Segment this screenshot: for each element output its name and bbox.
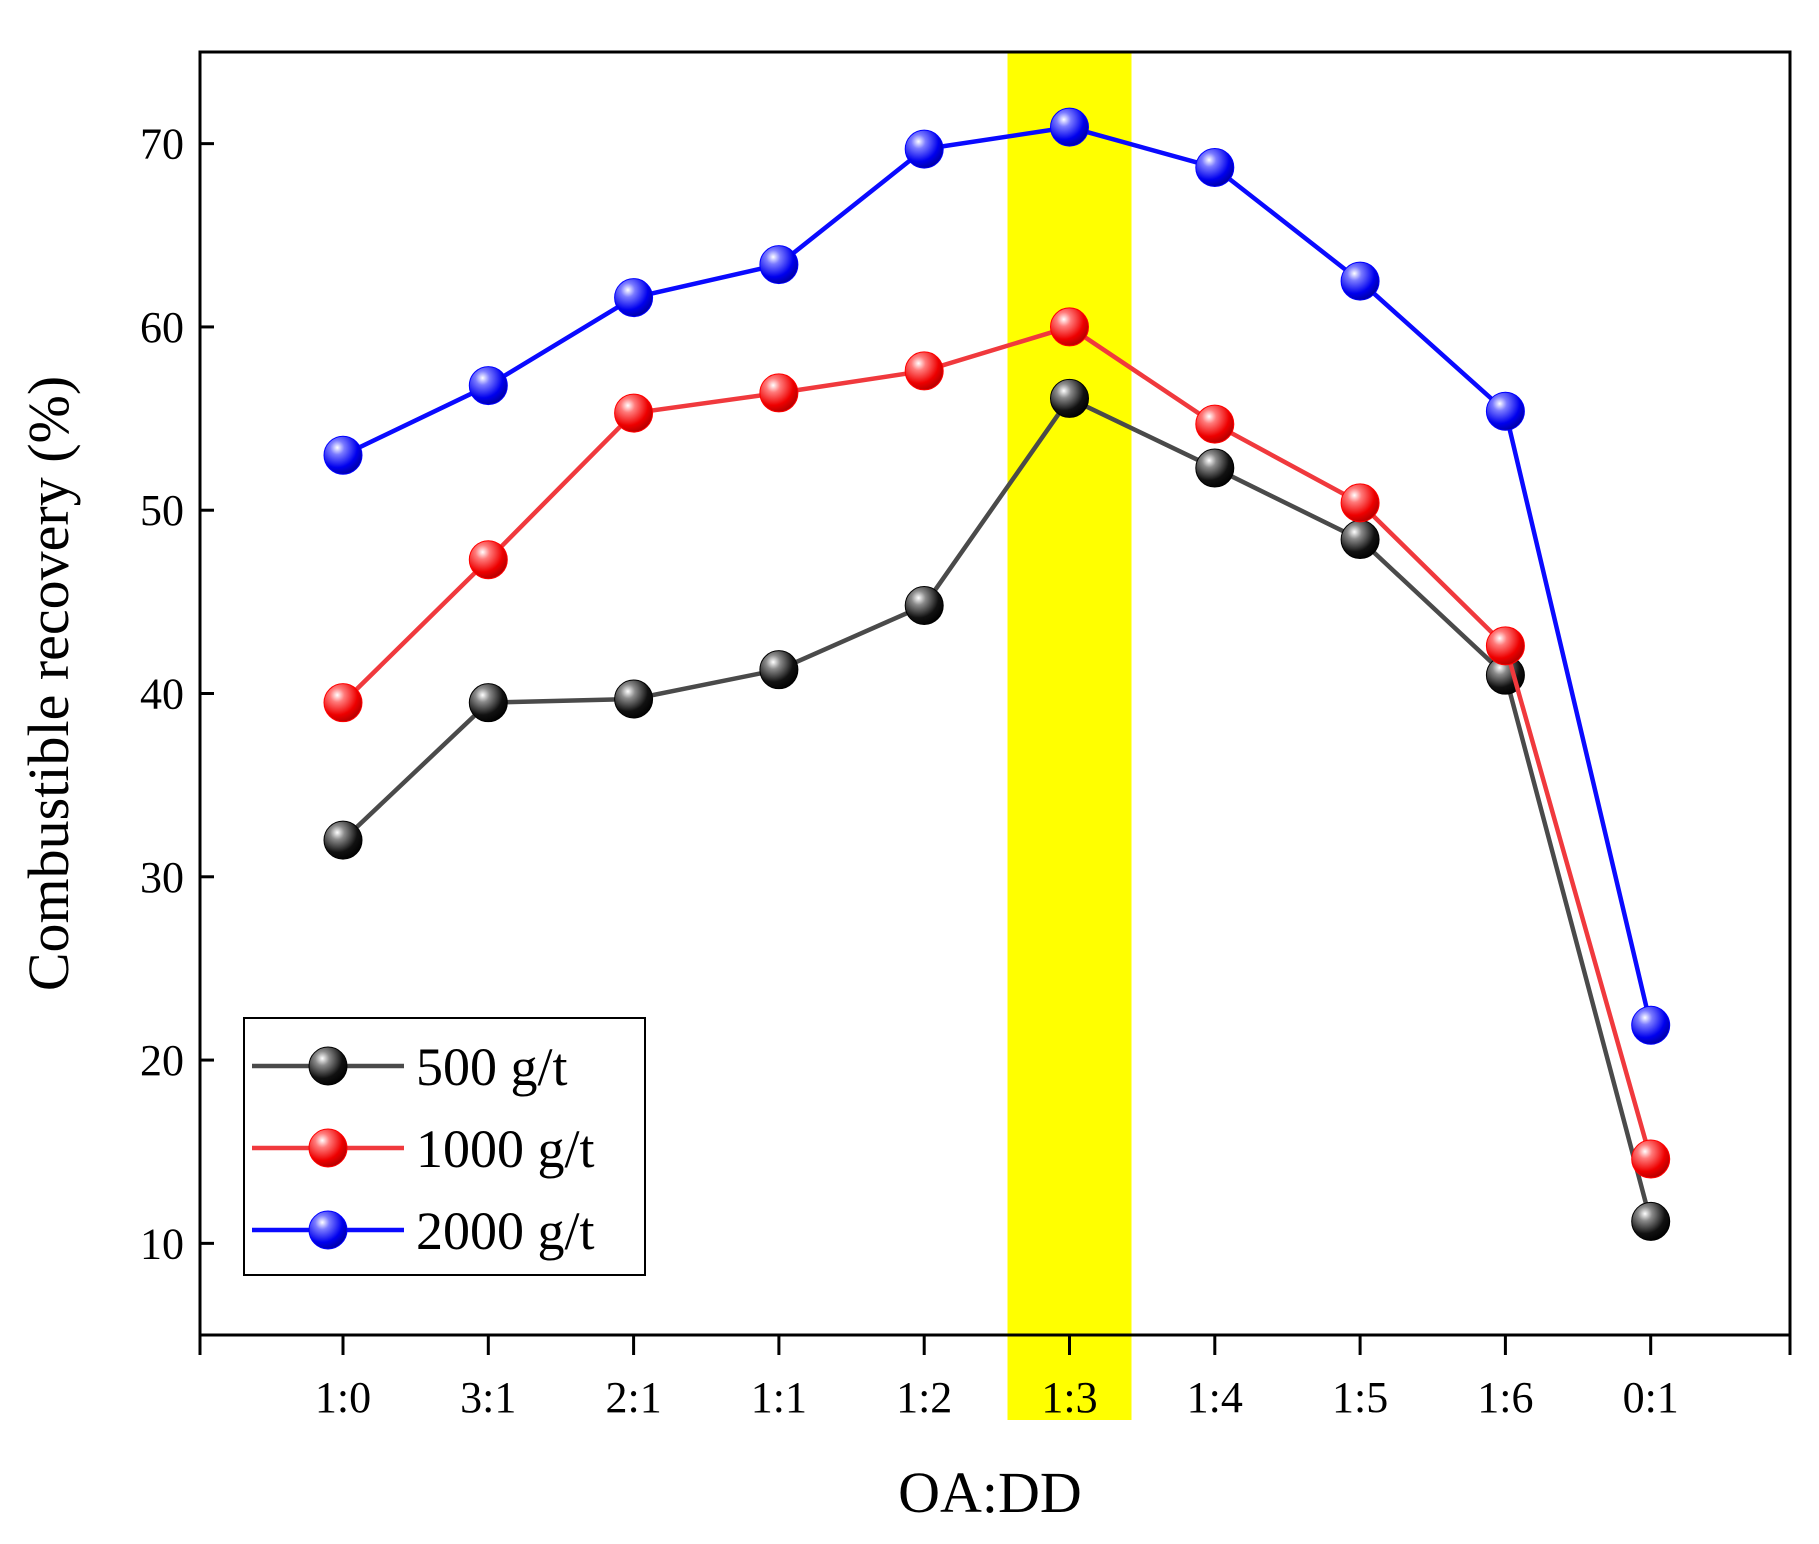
legend-marker xyxy=(308,1128,348,1168)
y-tick-label: 70 xyxy=(140,120,184,169)
data-point xyxy=(759,245,799,285)
y-tick-label: 20 xyxy=(140,1036,184,1085)
data-point xyxy=(468,366,508,406)
data-point xyxy=(323,435,363,475)
y-tick-label: 60 xyxy=(140,303,184,352)
data-point xyxy=(468,683,508,723)
series-line xyxy=(342,124,1653,1026)
series-line xyxy=(341,324,1653,1160)
x-tick-label: 1:3 xyxy=(1041,1373,1097,1422)
x-axis: 1:0 3:1 2:1 1:1 1:2 1:3 1:4 1:5 1:6 0:1 xyxy=(198,1335,1792,1422)
data-point xyxy=(323,820,363,860)
x-axis-title: OA:DD xyxy=(898,1460,1082,1525)
data-point xyxy=(1631,1005,1671,1045)
data-point xyxy=(1340,483,1380,523)
series-1000-g-t xyxy=(323,307,1671,1179)
data-point xyxy=(468,540,508,580)
x-tick-label: 0:1 xyxy=(1623,1373,1679,1422)
x-tick-label: 1:2 xyxy=(896,1373,952,1422)
highlight-band-1-3 xyxy=(1007,52,1132,1420)
data-point xyxy=(1195,147,1235,187)
data-point xyxy=(1485,391,1525,431)
x-tick-label: 1:6 xyxy=(1477,1373,1533,1422)
x-tick-label: 1:1 xyxy=(751,1373,807,1422)
data-point xyxy=(323,683,363,723)
legend-marker xyxy=(308,1046,348,1086)
data-point xyxy=(1485,626,1525,666)
y-tick-label: 40 xyxy=(140,670,184,719)
data-point xyxy=(1195,448,1235,488)
y-axis: 10 20 30 40 50 60 70 xyxy=(140,120,214,1268)
legend-marker xyxy=(308,1210,348,1250)
x-tick-label: 1:5 xyxy=(1332,1373,1388,1422)
legend-label: 2000 g/t xyxy=(416,1201,595,1261)
legend-label: 1000 g/t xyxy=(416,1119,595,1179)
series-line xyxy=(341,396,1653,1222)
data-point xyxy=(1631,1139,1671,1179)
data-point xyxy=(904,351,944,391)
data-point xyxy=(614,278,654,318)
data-point xyxy=(759,650,799,690)
data-point xyxy=(1195,404,1235,444)
data-point xyxy=(1340,261,1380,301)
series-2000-g-t xyxy=(323,107,1671,1045)
data-point xyxy=(904,129,944,169)
data-point xyxy=(614,393,654,433)
x-tick-label: 3:1 xyxy=(460,1373,516,1422)
data-point xyxy=(1050,107,1089,147)
y-tick-label: 30 xyxy=(140,853,184,902)
legend-label: 500 g/t xyxy=(416,1037,568,1097)
x-tick-label: 2:1 xyxy=(605,1373,661,1422)
data-point xyxy=(614,679,654,719)
y-tick-label: 50 xyxy=(140,486,184,535)
data-point xyxy=(1340,520,1380,560)
data-point xyxy=(1631,1201,1671,1241)
x-tick-label: 1:4 xyxy=(1187,1373,1243,1422)
data-point xyxy=(1050,307,1089,347)
x-tick-label: 1:0 xyxy=(315,1373,371,1422)
series-layer xyxy=(323,107,1671,1241)
y-tick-label: 10 xyxy=(140,1219,184,1268)
data-point xyxy=(759,373,799,413)
y-axis-title: Combustible recovery (%) xyxy=(16,376,81,991)
data-point xyxy=(904,586,944,626)
legend: 500 g/t 1000 g/t 2000 g/t xyxy=(243,1017,646,1276)
data-point xyxy=(1050,378,1089,418)
